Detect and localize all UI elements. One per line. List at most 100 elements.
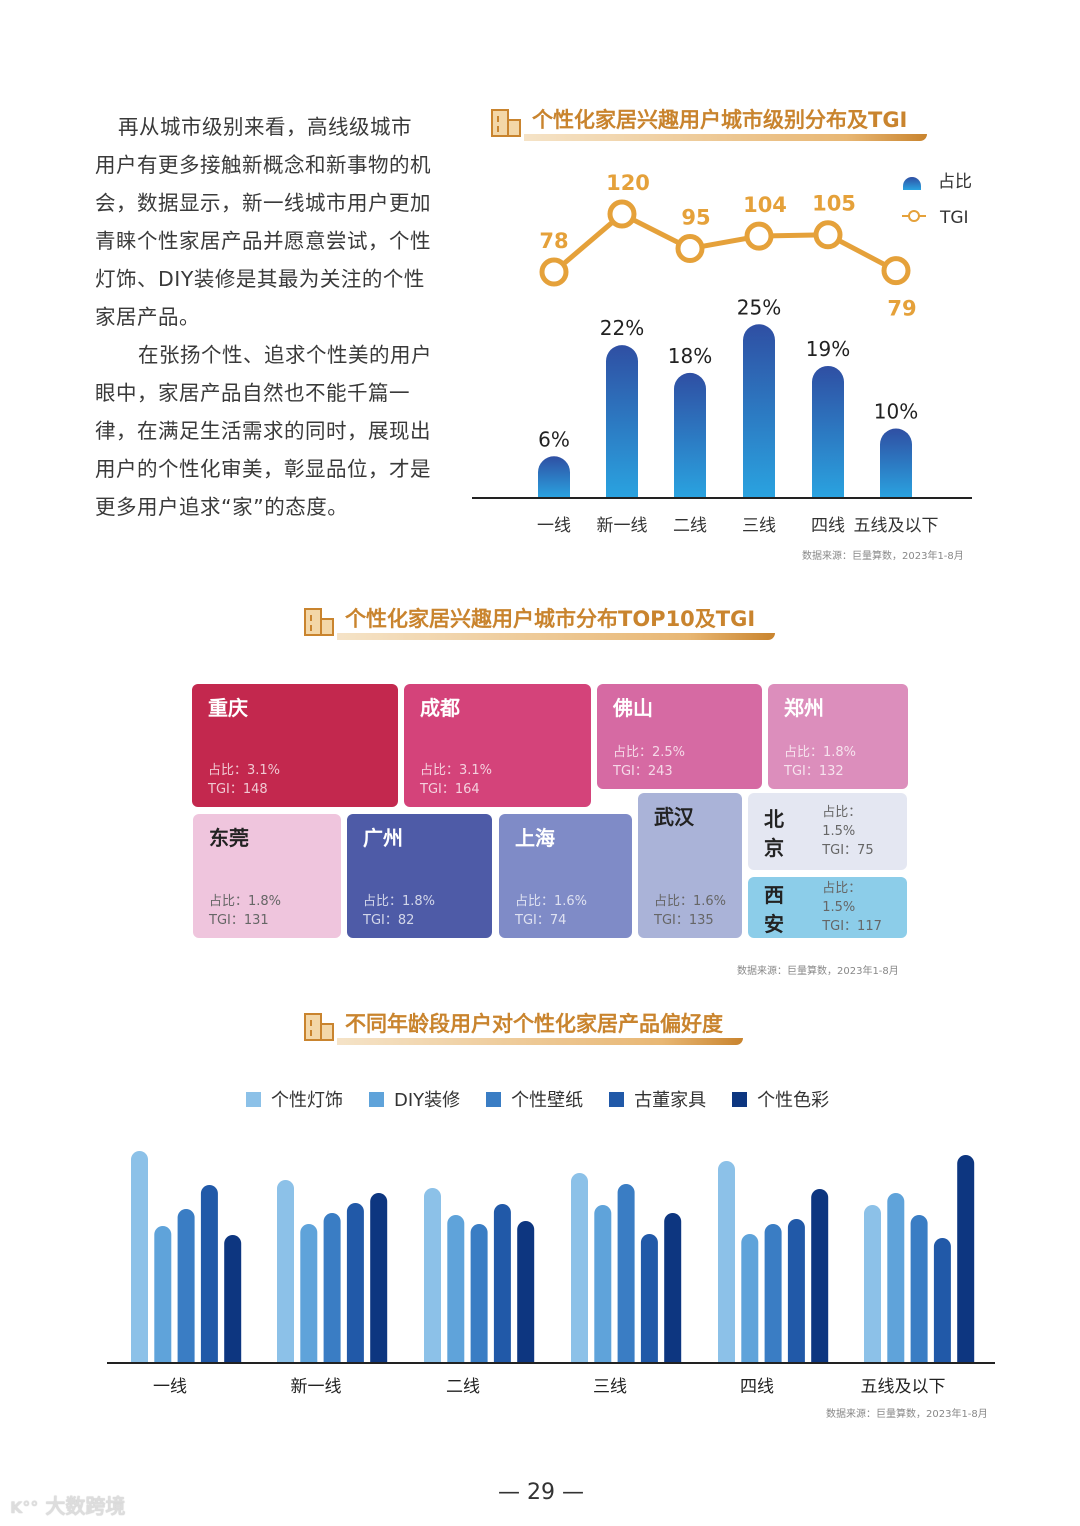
- text-line: 眼中，家居产品自然也不能千篇一: [95, 381, 410, 405]
- city-stats: 占比：1.5% TGI：75: [822, 803, 891, 860]
- bar: [370, 1193, 388, 1363]
- bar: [718, 1161, 735, 1363]
- bar: [154, 1226, 172, 1363]
- bar: [131, 1151, 148, 1363]
- x-tick-label: 一线: [537, 516, 571, 536]
- x-tick-label: 五线及以下: [854, 516, 939, 536]
- x-tick-label: 三线: [742, 516, 776, 536]
- bar: [323, 1213, 341, 1363]
- city-stats: 占比：1.8% TGI：132: [784, 743, 856, 781]
- treemap-cell: 北京 占比：1.5% TGI：75: [748, 793, 907, 870]
- treemap-cell: 西安 占比：1.5% TGI：117: [748, 877, 907, 938]
- legend-share: 占比: [938, 172, 972, 192]
- x-tick-label: 二线: [673, 516, 707, 536]
- legend-swatch: [369, 1091, 384, 1107]
- bar-share: [538, 456, 570, 498]
- treemap-cell: 重庆占比：3.1% TGI：148: [192, 684, 398, 807]
- source-note: 数据来源：巨量算数，2023年1-8月: [737, 966, 899, 977]
- legend-swatch: [486, 1091, 502, 1107]
- bar: [887, 1193, 905, 1363]
- x-tick-label: 三线: [593, 1377, 627, 1397]
- text-line: 用户的个性化审美，彰显品位，才是: [95, 457, 431, 481]
- tgi-value: TGI：135: [654, 913, 714, 928]
- text-line: 再从城市级别来看，高线级城市: [118, 115, 412, 139]
- tgi-label: 95: [681, 206, 710, 230]
- x-tick-label: 二线: [446, 1377, 480, 1397]
- x-tick-label: 一线: [153, 1377, 187, 1397]
- share-value: 占比：2.5%: [613, 745, 686, 760]
- bar: [470, 1224, 488, 1363]
- bar: [177, 1209, 195, 1363]
- bar: [224, 1235, 242, 1363]
- tgi-value: TGI：132: [784, 764, 844, 779]
- share-value: 占比：1.6%: [515, 894, 588, 909]
- age-preference-chart: 一线 新一线 二线 三线 四线 五线及以下: [107, 1151, 995, 1397]
- text-line: 用户有更多接触新概念和新事物的机: [95, 153, 431, 177]
- tgi-label: 105: [812, 192, 856, 216]
- chart2-title: 个性化家居兴趣用户城市分布TOP10及TGI: [303, 603, 776, 640]
- bar: [277, 1180, 294, 1363]
- city-name: 武汉: [654, 805, 694, 829]
- share-value: 占比：1.6%: [654, 894, 727, 909]
- tgi-value: TGI：74: [515, 913, 567, 928]
- bar-share: [674, 372, 706, 498]
- source-note: 数据来源：巨量算数，2023年1-8月: [802, 551, 964, 562]
- x-tick-label: 五线及以下: [861, 1377, 946, 1397]
- tgi-point: [539, 257, 569, 287]
- treemap-cell: 成都 占比：3.1% TGI：164: [404, 684, 591, 807]
- bar: [664, 1213, 682, 1363]
- tgi-label: 120: [606, 171, 650, 195]
- city-name: 广州: [363, 826, 403, 850]
- city-name: 重庆: [208, 696, 248, 720]
- source-note: 数据来源：巨量算数，2023年1-8月: [826, 1409, 988, 1420]
- legend-item: 个性色彩: [732, 1086, 829, 1112]
- legend-swatch: [732, 1091, 748, 1107]
- legend-label: 个性壁纸: [511, 1090, 584, 1111]
- bar: [594, 1205, 612, 1363]
- legend-swatch: [246, 1091, 261, 1107]
- city-stats: 占比：3.1% TGI：148: [208, 761, 280, 799]
- bar: [811, 1189, 829, 1363]
- city-name: 北京: [764, 806, 784, 860]
- share-value: 占比：1.5%: [822, 881, 862, 915]
- text-line: 青睐个性家居产品并愿意尝试，个性: [95, 229, 431, 253]
- tgi-value: TGI：82: [363, 913, 415, 928]
- treemap-cell: 广州占比：1.8% TGI：82: [347, 814, 492, 938]
- legend-tgi-swatch: [902, 210, 926, 222]
- city-name: 上海: [515, 826, 555, 850]
- city-stats: 占比：1.8% TGI：82: [363, 892, 435, 930]
- bar: [200, 1185, 218, 1363]
- text-line: 律，在满足生活需求的同时，展现出: [95, 419, 431, 443]
- city-tier-chart: 6% 一线 22% 新一线 18% 二线 25% 三线 19% 四线 10% 五线及以下 78 120 95…: [472, 171, 972, 536]
- chart3-legend: 个性灯饰 DIY装修 个性壁纸 古董家具 个性色彩: [246, 1086, 829, 1112]
- bar: [910, 1215, 928, 1363]
- treemap-cell: 武汉占比：1.6% TGI：135: [638, 793, 742, 938]
- legend-tgi: TGI: [939, 208, 969, 228]
- bar: [493, 1204, 511, 1363]
- bar-share: [606, 345, 638, 498]
- treemap-cell: 郑州占比：1.8% TGI：132: [768, 684, 908, 789]
- legend-label: 个性色彩: [757, 1090, 830, 1111]
- legend-item: DIY装修: [369, 1086, 460, 1112]
- bar: [764, 1224, 782, 1363]
- treemap-cell: 佛山 占比：2.5% TGI：243: [597, 684, 762, 789]
- chart1-title: 个性化家居兴趣用户城市级别分布及TGI: [490, 104, 928, 141]
- tgi-point: [607, 199, 637, 229]
- bar: [447, 1215, 465, 1363]
- bar: [957, 1155, 975, 1363]
- bar-label: 10%: [874, 400, 918, 424]
- tgi-value: TGI：117: [822, 919, 882, 934]
- tgi-point: [744, 221, 774, 251]
- city-stats: 占比：1.5% TGI：117: [822, 879, 891, 936]
- chart3-title: 不同年龄段用户对个性化家居产品偏好度: [303, 1008, 743, 1045]
- share-value: 占比：3.1%: [208, 763, 281, 778]
- bar-label: 22%: [600, 316, 644, 340]
- bar: [933, 1238, 951, 1363]
- legend-label: 个性灯饰: [271, 1090, 343, 1111]
- share-value: 占比：1.8%: [209, 894, 282, 909]
- city-name: 成都: [420, 696, 460, 720]
- bar: [300, 1224, 318, 1363]
- city-name: 佛山: [613, 696, 653, 720]
- tgi-value: TGI：148: [208, 782, 268, 797]
- city-name: 郑州: [784, 696, 824, 720]
